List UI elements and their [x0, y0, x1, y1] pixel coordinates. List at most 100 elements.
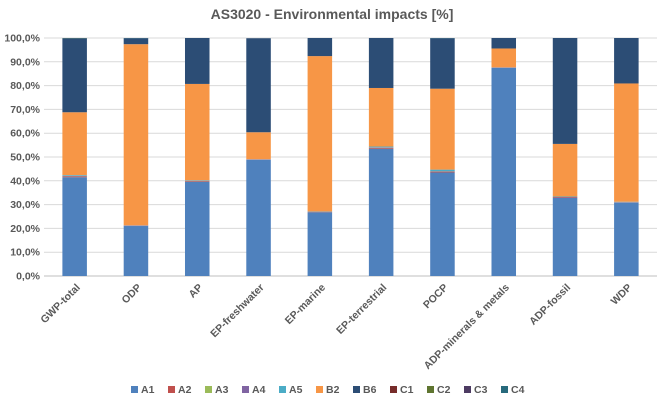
legend-swatch: [353, 386, 360, 393]
bar-segment-b6: [246, 38, 271, 133]
legend-label: B2: [326, 384, 340, 396]
y-tick-label: 100,0%: [4, 33, 40, 45]
bar-segment-b2: [552, 143, 578, 197]
bar-segment-a1: [123, 226, 149, 276]
x-category-label: ODP: [119, 282, 144, 307]
legend-label: C1: [400, 384, 414, 396]
bar-stack-wdp: [614, 38, 639, 276]
legend-label: A3: [215, 384, 229, 396]
y-tick-label: 60,0%: [10, 128, 40, 140]
legend-item-b6: B6: [353, 384, 377, 396]
legend-swatch: [205, 386, 212, 393]
bar-stack-odp: [123, 38, 149, 276]
bar-segment-b2: [184, 83, 210, 181]
bar-segment-b6: [184, 38, 210, 84]
bar-segment-b6: [614, 38, 639, 84]
bar-segment-a5: [62, 175, 87, 176]
bar-segment-b6: [62, 38, 87, 113]
x-category-label: EP-terrestrial: [334, 282, 389, 337]
legend-item-c2: C2: [427, 384, 451, 396]
bar-segment-a1: [552, 197, 578, 276]
bar-segment-b6: [552, 38, 578, 144]
legend-swatch: [242, 386, 249, 393]
y-tick-label: 70,0%: [10, 104, 40, 116]
bar-segment-a1: [246, 159, 271, 276]
bar-stack-adp-fossil: [552, 38, 578, 276]
legend-swatch: [131, 386, 138, 393]
bar-stack-ep-marine: [307, 38, 333, 276]
bar-stack-adp-minerals-metals: [491, 38, 517, 276]
legend-label: C4: [511, 384, 525, 396]
bar-segment-b2: [368, 87, 394, 147]
y-tick-label: 40,0%: [10, 175, 40, 187]
x-category-label: ADP-fossil: [527, 282, 573, 328]
legend-swatch: [427, 386, 434, 393]
legend-item-a5: A5: [279, 384, 303, 396]
bar-segment-a1: [307, 212, 333, 276]
legend-item-a3: A3: [205, 384, 229, 396]
legend-label: C2: [437, 384, 451, 396]
x-category-label: AP: [187, 282, 206, 301]
legend-swatch: [464, 386, 471, 393]
x-category-label: POCP: [421, 282, 451, 312]
legend-swatch: [168, 386, 175, 393]
bar-segment-b2: [62, 112, 87, 176]
legend-item-a2: A2: [168, 384, 192, 396]
bar-stack-pocp: [430, 38, 455, 276]
bar-segment-b2: [307, 56, 333, 212]
y-axis-ticks: 0,0% 10,0% 20,0% 30,0% 40,0% 50,0% 60,0% 70,0% 8…: [4, 33, 40, 283]
bar-segment-b6: [307, 38, 333, 57]
bar-segment-a1: [491, 67, 517, 276]
legend-item-c3: C3: [464, 384, 488, 396]
legend-label: C3: [474, 384, 488, 396]
x-category-label: WDP: [609, 282, 635, 308]
bar-stack-ep-freshwater: [246, 38, 271, 276]
legend-label: A4: [252, 384, 266, 396]
legend-label: B6: [363, 384, 377, 396]
legend-swatch: [390, 386, 397, 393]
legend: A1 A2 A3 A4 A5 B2 B6 C1 C2 C3 C4: [131, 384, 525, 396]
bar-segment-b2: [123, 44, 149, 226]
y-tick-label: 20,0%: [10, 223, 40, 235]
y-tick-label: 10,0%: [10, 247, 40, 259]
bar-segment-a2: [62, 176, 87, 178]
bar-segment-a5: [430, 169, 455, 172]
y-tick-label: 50,0%: [10, 152, 40, 164]
y-tick-label: 30,0%: [10, 199, 40, 211]
x-category-label: GWP-total: [38, 282, 82, 326]
chart-title: AS3020 - Environmental impacts [%]: [211, 6, 454, 22]
bar-segment-b2: [246, 132, 271, 160]
x-category-label: EP-freshwater: [208, 282, 266, 340]
bar-stack-ap: [184, 38, 210, 276]
bar-segment-b6: [491, 38, 517, 49]
bars: [62, 38, 639, 276]
bar-segment-b2: [430, 88, 455, 170]
legend-item-b2: B2: [316, 384, 340, 396]
bar-segment-a1: [614, 202, 639, 276]
bar-segment-b6: [123, 38, 149, 45]
legend-label: A2: [178, 384, 192, 396]
bar-segment-a1: [430, 172, 455, 276]
bar-segment-a2: [368, 147, 394, 149]
bar-segment-b2: [491, 48, 517, 68]
bar-stack-gwp-total: [62, 38, 87, 276]
legend-swatch: [501, 386, 508, 393]
bar-segment-a5: [368, 146, 394, 148]
legend-item-c1: C1: [390, 384, 414, 396]
y-tick-label: 90,0%: [10, 56, 40, 68]
x-category-label: EP-marine: [283, 282, 328, 327]
legend-label: A1: [141, 384, 155, 396]
legend-item-c4: C4: [501, 384, 525, 396]
y-tick-label: 0,0%: [16, 271, 41, 283]
x-axis-category-labels: GWP-total ODP AP EP-freshwater EP-marine EP-t…: [38, 282, 634, 372]
legend-item-a1: A1: [131, 384, 155, 396]
y-tick-label: 80,0%: [10, 80, 40, 92]
legend-swatch: [279, 386, 286, 393]
bar-segment-a1: [62, 177, 87, 276]
legend-swatch: [316, 386, 323, 393]
bar-segment-a1: [184, 181, 210, 276]
bar-stack-ep-terrestrial: [368, 38, 394, 276]
legend-label: A5: [289, 384, 303, 396]
